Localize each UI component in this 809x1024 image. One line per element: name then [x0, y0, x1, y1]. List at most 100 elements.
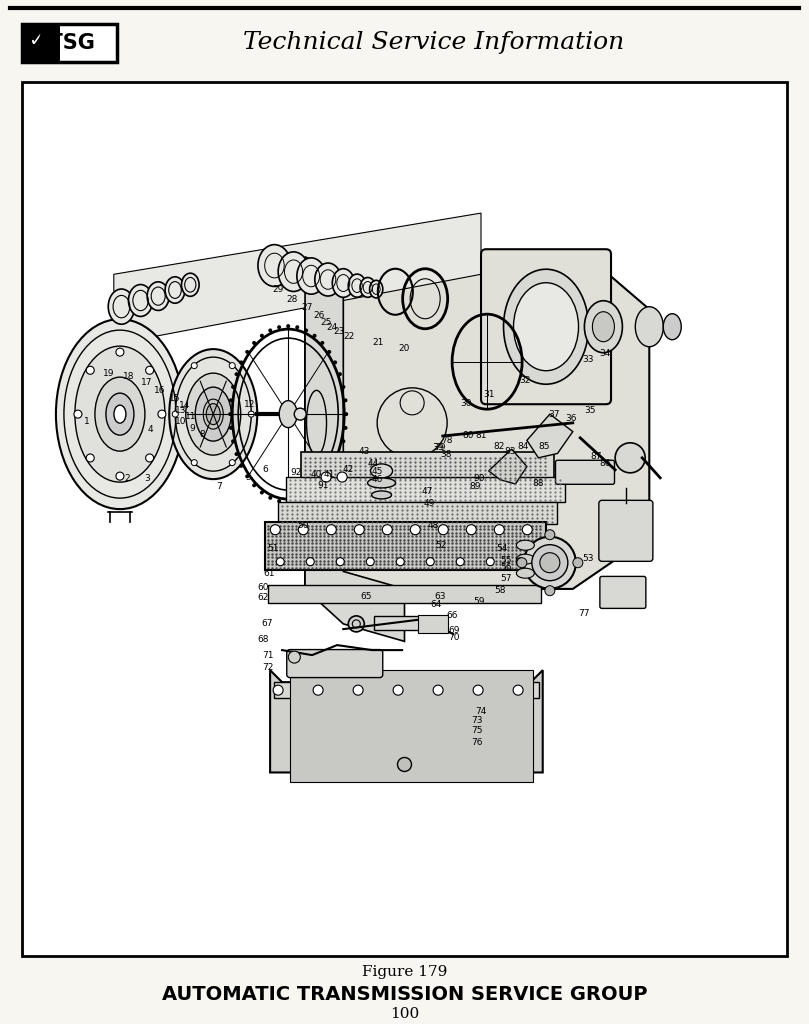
Circle shape: [312, 490, 316, 495]
Circle shape: [333, 360, 337, 365]
Polygon shape: [290, 670, 532, 782]
Circle shape: [276, 558, 284, 565]
Ellipse shape: [106, 393, 134, 435]
Circle shape: [158, 411, 166, 418]
Text: 74: 74: [476, 707, 487, 716]
Text: 63: 63: [434, 592, 447, 601]
Circle shape: [172, 411, 178, 417]
Circle shape: [341, 439, 345, 443]
Circle shape: [344, 412, 348, 416]
Text: 17: 17: [141, 378, 152, 387]
Ellipse shape: [348, 274, 366, 297]
Circle shape: [229, 398, 233, 402]
Text: ATSG: ATSG: [35, 33, 95, 53]
Text: 70: 70: [448, 634, 460, 642]
Text: 47: 47: [421, 486, 433, 496]
Text: 15: 15: [169, 394, 180, 402]
Circle shape: [191, 362, 197, 369]
Text: 2: 2: [125, 474, 130, 483]
Ellipse shape: [370, 281, 383, 298]
Text: 62: 62: [257, 593, 269, 602]
Text: 78: 78: [442, 436, 453, 444]
Text: 10: 10: [176, 418, 187, 426]
Text: 6: 6: [262, 465, 268, 474]
Text: 26: 26: [313, 311, 324, 319]
Circle shape: [248, 411, 254, 417]
Ellipse shape: [279, 400, 297, 428]
Text: 27: 27: [301, 303, 312, 312]
FancyBboxPatch shape: [599, 577, 646, 608]
Text: 52: 52: [435, 541, 447, 550]
Bar: [265, 521, 546, 569]
Text: 7: 7: [217, 482, 222, 492]
Circle shape: [231, 439, 235, 443]
Circle shape: [466, 524, 477, 535]
FancyBboxPatch shape: [556, 461, 615, 484]
Bar: [278, 502, 557, 524]
Text: 75: 75: [472, 726, 483, 735]
Polygon shape: [114, 213, 481, 344]
Circle shape: [116, 472, 124, 480]
Text: 100: 100: [390, 1007, 419, 1021]
Text: 49: 49: [423, 499, 434, 508]
Text: 53: 53: [582, 554, 594, 563]
Circle shape: [269, 496, 273, 500]
Text: 33: 33: [582, 354, 594, 364]
Bar: [418, 615, 448, 633]
Text: 29: 29: [273, 285, 284, 294]
Ellipse shape: [108, 289, 134, 325]
Circle shape: [228, 412, 232, 416]
Text: 85: 85: [538, 442, 549, 451]
Circle shape: [338, 452, 342, 456]
Ellipse shape: [573, 558, 582, 567]
Text: 51: 51: [267, 544, 278, 553]
Text: 66: 66: [447, 610, 458, 620]
Circle shape: [270, 524, 280, 535]
Text: 55: 55: [501, 556, 512, 565]
Text: 19: 19: [103, 369, 114, 378]
Circle shape: [344, 426, 348, 430]
Circle shape: [486, 558, 494, 565]
Ellipse shape: [129, 285, 153, 316]
Text: 64: 64: [430, 600, 442, 609]
Circle shape: [299, 524, 308, 535]
Text: 35: 35: [584, 407, 595, 415]
Text: 91: 91: [317, 481, 328, 490]
Text: 88: 88: [532, 478, 544, 487]
Ellipse shape: [360, 278, 375, 297]
Ellipse shape: [195, 387, 231, 441]
Ellipse shape: [297, 258, 325, 294]
Text: 34: 34: [599, 349, 611, 358]
Ellipse shape: [532, 545, 568, 581]
Text: 58: 58: [494, 586, 506, 595]
Bar: [274, 682, 539, 698]
Ellipse shape: [56, 319, 184, 509]
Circle shape: [191, 460, 197, 466]
Text: 54: 54: [496, 544, 507, 553]
Bar: [22, 24, 60, 62]
Ellipse shape: [294, 409, 307, 420]
Ellipse shape: [544, 586, 555, 596]
Text: 81: 81: [475, 431, 487, 440]
Ellipse shape: [371, 490, 392, 499]
Circle shape: [456, 558, 464, 565]
Ellipse shape: [516, 541, 535, 550]
Text: 73: 73: [472, 716, 483, 725]
Circle shape: [304, 496, 308, 500]
Circle shape: [116, 348, 124, 356]
Text: 28: 28: [286, 295, 298, 304]
Circle shape: [146, 367, 154, 375]
Ellipse shape: [516, 568, 535, 579]
Ellipse shape: [203, 399, 223, 429]
Text: 31: 31: [483, 390, 494, 399]
Ellipse shape: [544, 529, 555, 540]
Text: 84: 84: [518, 442, 529, 451]
Circle shape: [74, 411, 82, 418]
Text: 43: 43: [359, 447, 371, 457]
Circle shape: [433, 685, 443, 695]
Circle shape: [393, 685, 403, 695]
Text: 77: 77: [578, 609, 590, 617]
Text: 13: 13: [176, 407, 187, 415]
Text: 22: 22: [344, 332, 355, 341]
Circle shape: [313, 685, 323, 695]
